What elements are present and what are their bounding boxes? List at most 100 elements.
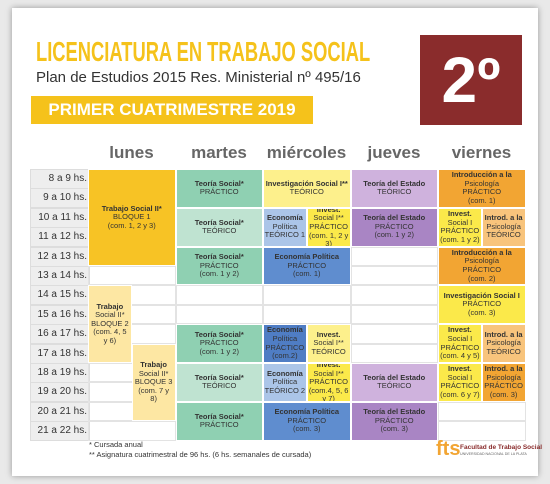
session-text: BLOQUE 1 xyxy=(112,212,151,222)
session-text: PRÁCTICO xyxy=(309,221,348,231)
hour-label: 21 a 22 hs. xyxy=(30,421,90,442)
session: Introd. a la Psicología PRÁCTICO (com. 3) xyxy=(481,363,526,402)
session-text: Invest. xyxy=(447,209,472,218)
session-text: (com. 1 y 2) xyxy=(199,269,240,279)
hour-label: 16 a 17 hs. xyxy=(30,324,90,345)
session-text: Teoría Social* xyxy=(194,411,244,421)
session-text: Introducción a la xyxy=(451,170,512,180)
session-text: Introd. a la xyxy=(484,329,523,339)
session-text: Social I** xyxy=(313,368,344,378)
session: Teoría Social* TEÓRICO xyxy=(175,363,263,402)
session-text: Introducción a la xyxy=(451,247,512,257)
empty-slot xyxy=(88,421,176,441)
session-text: Invest. xyxy=(316,363,341,369)
empty-slot xyxy=(350,304,438,325)
session: Teoría Social* PRÁCTICO xyxy=(175,401,263,441)
session-text: Teoría del Estado xyxy=(363,178,426,188)
session-text: Teoría Social* xyxy=(194,329,244,339)
session-text: Invest. xyxy=(447,325,472,335)
session-text: (com. 7 y xyxy=(138,385,170,395)
session-text: Economía xyxy=(266,325,303,335)
session: Teoría Social* TEÓRICO xyxy=(175,207,263,247)
session: Invest. Social I** PRÁCTICO (com.4, 5, 6 y … xyxy=(306,363,351,402)
session-text: Trabajo Social II* xyxy=(101,203,162,213)
empty-slot xyxy=(175,285,263,305)
session-text: PRÁCTICO xyxy=(199,260,239,270)
session-text: TEÓRICO xyxy=(289,187,324,197)
year-badge: 2º xyxy=(420,35,522,125)
session-text: Teoría Social* xyxy=(194,252,244,262)
session-text: PRÁCTICO xyxy=(309,377,348,387)
session: Teoría del Estado TEÓRICO xyxy=(350,363,438,402)
session-text: Psicología xyxy=(464,256,500,266)
session: Economía Política TEÓRICO 2 xyxy=(263,363,307,402)
session-text: (com. 3) xyxy=(292,424,321,434)
session-text: Social I xyxy=(447,217,473,227)
session-text: Introd. a la xyxy=(484,364,523,374)
session-text: Introd. a la xyxy=(484,213,523,223)
hour-label: 18 a 19 hs. xyxy=(30,363,90,383)
session-text: Investigación Social I xyxy=(443,290,520,300)
session-text: PRÁCTICO xyxy=(440,381,480,391)
session-text: Psicología xyxy=(464,178,500,188)
session-text: Social II* xyxy=(95,310,125,320)
session-text: TEÓRICO xyxy=(486,346,521,356)
session-text: PRÁCTICO xyxy=(287,415,327,425)
subtitle: Plan de Estudios 2015 Res. Ministerial n… xyxy=(36,69,361,86)
empty-slot xyxy=(263,285,351,305)
session: Economía Política PRÁCTICO (com.2) xyxy=(263,324,307,363)
session: Teoría Social* PRÁCTICO (com. 1 y 2) xyxy=(175,246,263,286)
hour-label: 10 a 11 hs. xyxy=(30,207,90,228)
session-text: (com. 4 y 5) xyxy=(440,351,480,361)
logo-university: UNIVERSIDAD NACIONAL DE LA PLATA xyxy=(460,452,527,456)
session-text: PRÁCTICO xyxy=(462,187,502,197)
session-text: Social II* xyxy=(138,368,169,378)
session: Teoría Social* PRÁCTICO xyxy=(175,169,263,208)
session-text: Economía Política xyxy=(274,407,340,417)
session-text: PRÁCTICO xyxy=(462,299,502,309)
day-header: miércoles xyxy=(266,143,347,162)
session-text: (com.4, 5, 6 y 7) xyxy=(308,385,349,402)
session: Introd. a la Psicología TEÓRICO xyxy=(481,324,526,363)
session: Introducción a la Psicología PRÁCTICO (com.… xyxy=(438,246,526,286)
hour-label: 9 a 10 hs. xyxy=(30,188,90,209)
hour-label: 12 a 13 hs. xyxy=(30,246,90,267)
session: Investigación Social I PRÁCTICO (com. 3) xyxy=(438,285,526,325)
session: Teoría del Estado PRÁCTICO (com. 1 y 2) xyxy=(350,207,438,247)
session-text: (com. 2) xyxy=(467,273,496,283)
session-text: PRÁCTICO xyxy=(199,338,239,348)
logo-mark: fts xyxy=(436,438,461,460)
session-text: Social I xyxy=(447,333,473,343)
session-text: PRÁCTICO xyxy=(199,187,239,197)
page: LICENCIATURA EN TRABAJO SOCIAL Plan de E… xyxy=(12,8,542,476)
hour-label: 14 a 15 hs. xyxy=(30,285,90,306)
session-text: (com. 1) xyxy=(467,195,496,205)
session-text: TEÓRICO xyxy=(377,381,412,391)
session-text: Social I** xyxy=(313,213,344,223)
session-text: (com. 3) xyxy=(467,308,496,318)
session: Invest. Social I PRÁCTICO (com. 6 y 7) xyxy=(438,363,482,402)
session: Invest. Social I** PRÁCTICO (com. 1, 2 y 3) xyxy=(306,207,351,247)
session-text: TEÓRICO xyxy=(311,346,346,356)
session-text: Social I** xyxy=(313,338,344,348)
session-text: Psicología xyxy=(486,372,521,382)
session-text: (com. 3) xyxy=(380,424,408,434)
hour-label: 19 a 20 hs. xyxy=(30,382,90,403)
day-header: jueves xyxy=(367,143,421,162)
session-text: (com. 1 y 2) xyxy=(199,346,240,356)
session: Teoría del Estado TEÓRICO xyxy=(350,169,438,208)
session-text: PRÁCTICO xyxy=(374,415,414,425)
session-text: TEÓRICO xyxy=(202,226,237,236)
hour-label: 17 a 18 hs. xyxy=(30,343,90,364)
session-text: (com. 3) xyxy=(489,389,518,399)
hour-label: 13 a 14 hs. xyxy=(30,266,90,286)
session-text: (com. 1, 2 y 3) xyxy=(309,230,349,247)
session: Economía Política TEÓRICO 1 xyxy=(263,207,307,247)
session: Invest. Social I PRÁCTICO (com. 4 y 5) xyxy=(438,324,482,363)
footnote: * Cursada anual xyxy=(89,440,143,449)
session: Teoría Social* PRÁCTICO (com. 1 y 2) xyxy=(175,324,263,363)
session-text: (com. 4, 5 xyxy=(93,327,127,337)
session-text: PRÁCTICO xyxy=(462,264,502,274)
hour-label: 15 a 16 hs. xyxy=(30,304,90,325)
